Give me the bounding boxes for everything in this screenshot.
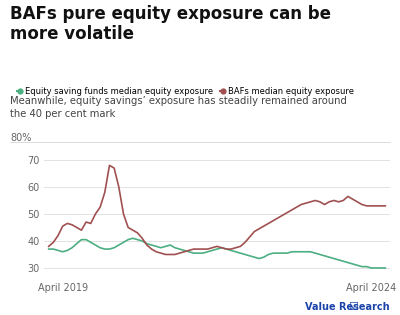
Text: Meanwhile, equity savings’ exposure has steadily remained around
the 40 per cent: Meanwhile, equity savings’ exposure has … bbox=[10, 96, 347, 119]
Text: ☑: ☑ bbox=[348, 302, 358, 312]
Legend: Equity saving funds median equity exposure, BAFs median equity exposure: Equity saving funds median equity exposu… bbox=[17, 87, 354, 96]
Text: BAFs pure equity exposure can be
more volatile: BAFs pure equity exposure can be more vo… bbox=[10, 5, 331, 43]
Text: 80%: 80% bbox=[10, 133, 31, 143]
Text: Value Research: Value Research bbox=[305, 302, 390, 312]
